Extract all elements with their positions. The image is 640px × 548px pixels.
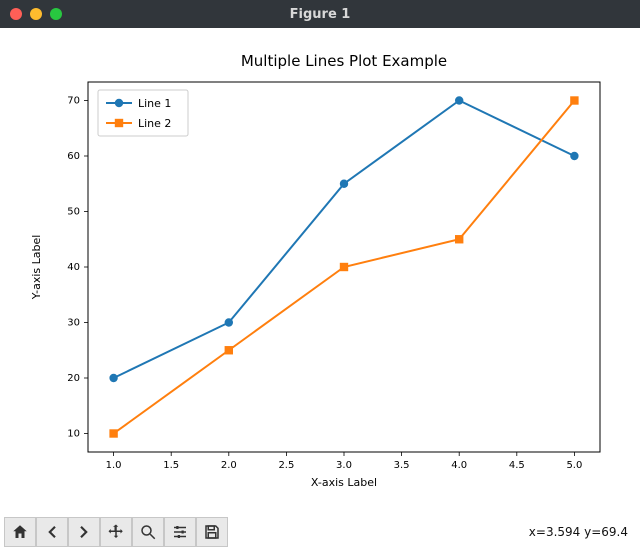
ytick-label: 30 [67,318,80,329]
xtick-label: 4.0 [451,460,467,471]
app-window: Figure 1 1.0 1.5 2.0 2.5 3.0 3.5 4.0 4.5 5.0 10 20… [0,0,640,544]
series-marker [225,318,233,326]
legend-label: Line 1 [138,97,171,110]
sliders-icon [171,523,189,541]
xtick-label: 2.0 [221,460,237,471]
window-controls [0,8,62,20]
x-axis-label: X-axis Label [311,476,377,489]
home-button[interactable] [4,517,36,547]
minimize-icon[interactable] [30,8,42,20]
ytick-label: 40 [67,262,80,273]
series-marker [570,96,578,104]
forward-button[interactable] [68,517,100,547]
xtick-label: 3.5 [394,460,410,471]
coord-readout: x=3.594 y=69.4 [529,525,636,539]
ytick-label: 60 [67,151,80,162]
ytick-label: 10 [67,429,80,440]
toolbar: x=3.594 y=69.4 [0,514,640,548]
zoom-icon [139,523,157,541]
xtick-label: 1.5 [163,460,179,471]
series-marker [340,180,348,188]
series-marker [570,152,578,160]
series-marker [109,429,117,437]
ytick-label: 20 [67,373,80,384]
series-marker [455,235,463,243]
save-icon [203,523,221,541]
configure-button[interactable] [164,517,196,547]
window-title: Figure 1 [0,7,640,22]
series-marker [340,263,348,271]
series-marker [225,346,233,354]
figure-canvas[interactable]: 1.0 1.5 2.0 2.5 3.0 3.5 4.0 4.5 5.0 10 20 30 40 50 60 7… [0,28,640,514]
move-icon [107,523,125,541]
ytick-label: 50 [67,207,80,218]
series-marker [109,374,117,382]
arrow-left-icon [43,523,61,541]
zoom-button[interactable] [132,517,164,547]
xtick-label: 5.0 [566,460,582,471]
xtick-label: 3.0 [336,460,352,471]
ytick-label: 70 [67,96,80,107]
arrow-right-icon [75,523,93,541]
xtick-label: 1.0 [106,460,122,471]
maximize-icon[interactable] [50,8,62,20]
series-marker [455,96,463,104]
chart-svg: 1.0 1.5 2.0 2.5 3.0 3.5 4.0 4.5 5.0 10 20 30 40 50 60 7… [0,28,640,510]
back-button[interactable] [36,517,68,547]
save-button[interactable] [196,517,228,547]
titlebar: Figure 1 [0,0,640,28]
close-icon[interactable] [10,8,22,20]
xtick-label: 2.5 [278,460,294,471]
home-icon [11,523,29,541]
legend-label: Line 2 [138,117,171,130]
pan-button[interactable] [100,517,132,547]
chart-title: Multiple Lines Plot Example [241,52,447,70]
y-axis-label: Y-axis Label [30,235,43,301]
xtick-label: 4.5 [509,460,525,471]
